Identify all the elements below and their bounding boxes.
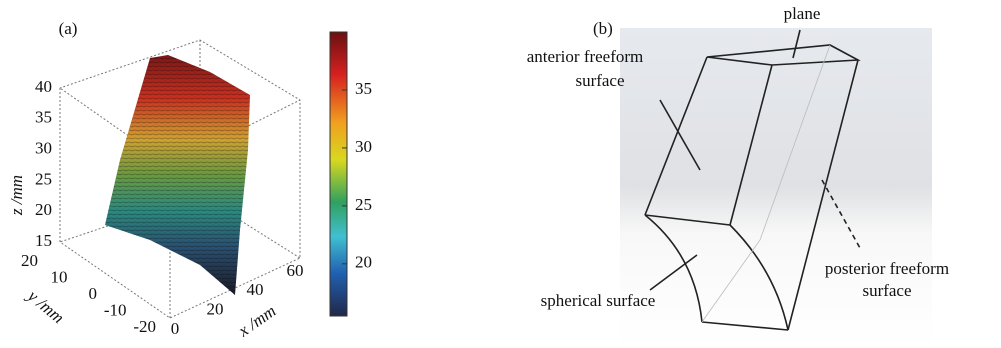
y-tick-label: 10	[51, 267, 68, 286]
plane-label: plane	[784, 4, 821, 23]
colorbar-tick-label: 20	[355, 253, 372, 272]
y-tick-label: 20	[21, 251, 38, 270]
surface-mesh	[105, 55, 250, 295]
posterior-label: posterior freeform	[825, 259, 949, 278]
y-axis-label: y /mm	[23, 285, 68, 327]
panel-label: (b)	[593, 19, 613, 38]
z-tick-label: 35	[35, 108, 52, 127]
colorbar-tick-label: 25	[355, 195, 372, 214]
z-tick-label: 15	[35, 231, 52, 250]
y-tick-label: -20	[133, 317, 156, 336]
z-tick-label: 25	[35, 169, 52, 188]
x-tick-label: 0	[171, 319, 180, 338]
colorbar	[330, 32, 347, 316]
colorbar-tick-label: 30	[355, 137, 372, 156]
spherical-label: spherical surface	[541, 291, 656, 310]
x-tick-label: 40	[247, 280, 264, 299]
anterior-label: surface	[575, 71, 624, 90]
panel-label: (a)	[59, 19, 78, 38]
z-axis-label: z /mm	[7, 175, 26, 216]
z-tick-label: 40	[35, 77, 52, 96]
x-axis-label: x /mm	[234, 301, 279, 341]
z-tick-label: 20	[35, 200, 52, 219]
anterior-label: anterior freeform	[527, 47, 644, 66]
y-tick-label: 0	[89, 284, 98, 303]
z-tick-label: 30	[35, 139, 52, 158]
posterior-label: surface	[862, 281, 911, 300]
y-tick-label: -10	[104, 300, 127, 319]
figure: (a) z /mm y /mm x /mm (b) plane anterior…	[0, 0, 1001, 348]
x-tick-label: 60	[287, 261, 304, 280]
x-tick-label: 20	[207, 300, 224, 319]
colorbar-tick-label: 35	[355, 79, 372, 98]
